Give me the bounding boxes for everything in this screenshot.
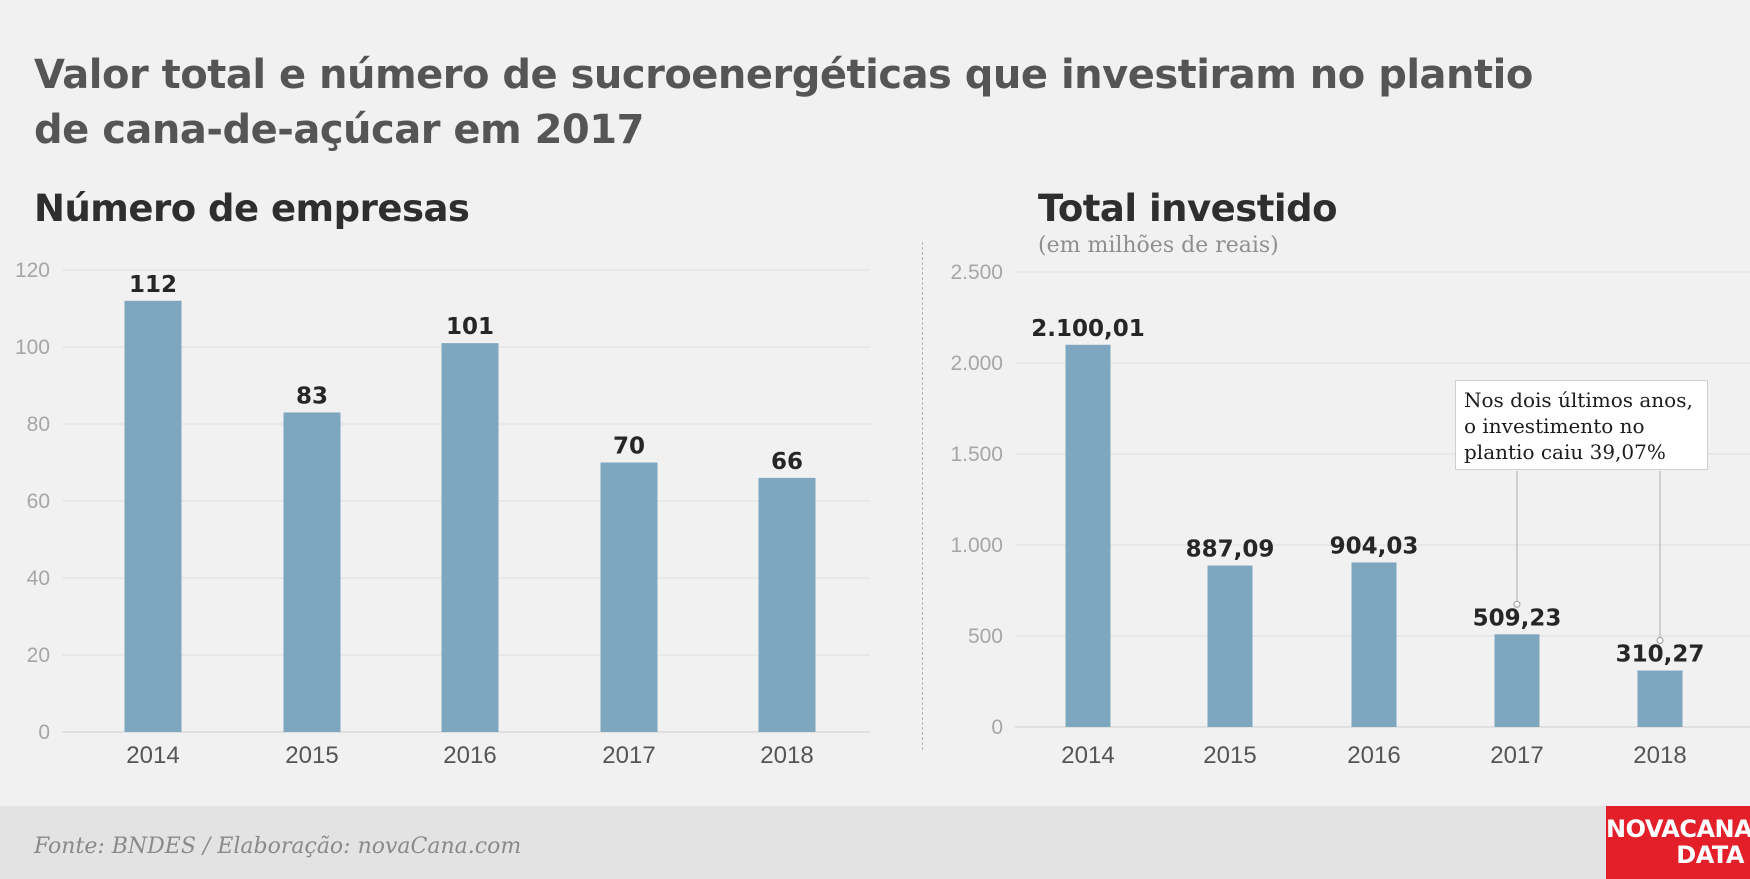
right-chart-subtitle: (em milhões de reais): [1038, 233, 1279, 258]
novacana-logo: NOVACANA DATA: [1606, 806, 1750, 879]
bar: [1637, 670, 1683, 727]
data-label: 112: [129, 272, 177, 298]
bar: [1065, 344, 1111, 727]
companies-bar-chart: 0 20 40 60 80 100 120 112 2014 83 2015 101 2016 70 201…: [15, 259, 870, 769]
bar: [600, 462, 658, 732]
data-label: 101: [446, 314, 494, 340]
x-tick-label: 2018: [1633, 742, 1686, 769]
callout-line3: plantio caiu 39,07%: [1464, 440, 1666, 464]
x-tick-label: 2016: [443, 742, 496, 769]
chart-title-line1: Valor total e número de sucroenergéticas…: [34, 52, 1533, 98]
x-tick-label: 2014: [126, 742, 179, 769]
x-tick-label: 2018: [760, 742, 813, 769]
y-tick-label: 0: [991, 716, 1003, 739]
data-label: 310,27: [1616, 642, 1705, 668]
bar: [283, 412, 341, 732]
bar: [1494, 634, 1540, 727]
chart-title-line2: de cana-de-açúcar em 2017: [34, 107, 644, 153]
data-label: 2.100,01: [1031, 316, 1145, 342]
callout-leader-dot: [1656, 637, 1664, 645]
source-text: Fonte: BNDES / Elaboração: novaCana.com: [34, 834, 522, 859]
x-tick-label: 2017: [602, 742, 655, 769]
chart-title: Valor total e número de sucroenergéticas…: [34, 48, 1634, 158]
y-tick-label: 500: [968, 625, 1003, 648]
data-label: 509,23: [1473, 605, 1562, 631]
y-tick-label: 2.000: [950, 352, 1003, 375]
x-tick-label: 2015: [285, 742, 338, 769]
bar: [1351, 562, 1397, 727]
left-chart-title: Número de empresas: [34, 187, 470, 230]
y-tick-label: 120: [15, 259, 50, 282]
bar: [124, 300, 182, 732]
data-label: 887,09: [1186, 537, 1275, 563]
bar: [441, 343, 499, 732]
y-tick-label: 0: [38, 721, 50, 744]
y-tick-label: 100: [15, 336, 50, 359]
y-tick-label: 60: [27, 490, 50, 513]
bar: [1207, 565, 1253, 727]
footer-bar: Fonte: BNDES / Elaboração: novaCana.com …: [0, 806, 1750, 879]
y-tick-label: 1.500: [950, 443, 1003, 466]
y-tick-label: 40: [27, 567, 50, 590]
data-label: 904,03: [1330, 533, 1419, 559]
bar: [758, 477, 816, 732]
callout-leader-dot: [1513, 600, 1521, 608]
x-tick-label: 2017: [1490, 742, 1543, 769]
y-tick-label: 80: [27, 413, 50, 436]
annotation-callout: Nos dois últimos anos, o investimento no…: [1455, 380, 1708, 470]
logo-line2: DATA: [1676, 841, 1744, 869]
y-tick-label: 2.500: [950, 261, 1003, 284]
x-tick-label: 2016: [1347, 742, 1400, 769]
data-label: 66: [771, 449, 803, 475]
data-label: 70: [613, 434, 645, 460]
x-tick-label: 2015: [1203, 742, 1256, 769]
callout-line2: o investimento no: [1464, 414, 1645, 438]
logo-line1: NOVACANA: [1606, 815, 1750, 843]
chart-divider: [922, 242, 923, 750]
right-chart-title: Total investido: [1038, 187, 1338, 230]
data-label: 83: [296, 383, 328, 409]
y-tick-label: 20: [27, 644, 50, 667]
investment-bar-chart: 0 500 1.000 1.500 2.000 2.500 2.100,01 2014 887,…: [950, 261, 1750, 769]
y-tick-label: 1.000: [950, 534, 1003, 557]
x-tick-label: 2014: [1061, 742, 1114, 769]
callout-line1: Nos dois últimos anos,: [1464, 388, 1693, 412]
